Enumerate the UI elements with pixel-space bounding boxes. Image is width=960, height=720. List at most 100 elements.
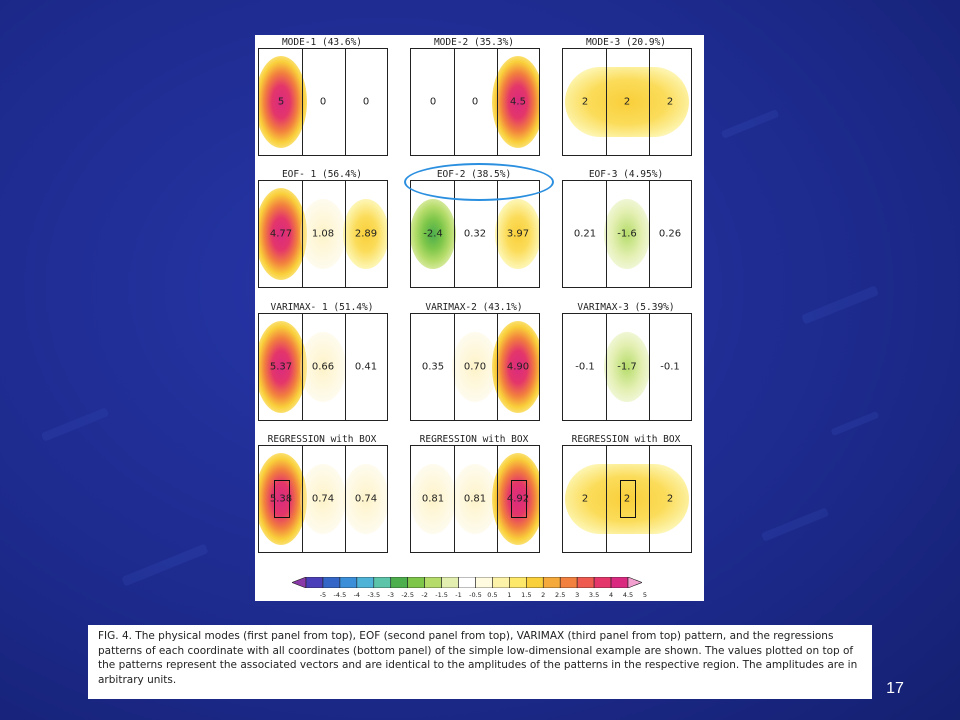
- region-divider: [345, 446, 346, 552]
- pattern-panel: 2 2 2: [562, 48, 692, 156]
- pattern-value: -1.6: [617, 228, 637, 240]
- colorbar-segment: [292, 577, 307, 588]
- pattern-value: 0.35: [421, 361, 445, 373]
- colorbar-tick-label: 2: [541, 591, 546, 599]
- colorbar-tick-label: 2.5: [555, 591, 566, 599]
- pattern-value: 2: [581, 96, 589, 108]
- panel-title: REGRESSION with BOX: [267, 434, 377, 445]
- amplitude-blob: [411, 464, 456, 534]
- amplitude-blob: [604, 199, 650, 269]
- region-divider: [497, 314, 498, 420]
- pattern-value: 0.74: [354, 493, 378, 505]
- background-streak: [40, 407, 110, 442]
- region-divider: [649, 49, 650, 155]
- background-streak: [830, 410, 880, 437]
- pattern-panel: 5.38 0.74 0.74: [258, 445, 388, 553]
- colorbar-segment: [593, 577, 612, 588]
- pattern-value: 5: [277, 96, 285, 108]
- amplitude-blob: [300, 464, 346, 534]
- colorbar: [292, 577, 642, 588]
- pattern-value: 0.32: [463, 228, 487, 240]
- pattern-panel: 5.37 0.66 0.41: [258, 313, 388, 421]
- colorbar-tick-label: 4: [608, 591, 614, 599]
- panel-title: EOF-3 (4.95%): [588, 169, 664, 180]
- pattern-value: 0.74: [311, 493, 335, 505]
- panel-title: REGRESSION with BOX: [419, 434, 529, 445]
- amplitude-blob: [492, 453, 539, 545]
- amplitude-blob: [495, 199, 539, 269]
- colorbar-segment: [492, 577, 510, 588]
- pattern-value: 0.66: [311, 361, 335, 373]
- colorbar-segment: [627, 577, 642, 588]
- background-streak: [720, 109, 780, 139]
- pattern-value: 2: [623, 493, 631, 505]
- colorbar-labels: -5 -4.5 -4 -3.5 -3 -2.5 -2 -1.5 -1 -0.5 0.5 1 1.5 2 2.…: [292, 591, 647, 601]
- colorbar-tick-label: -4.5: [333, 591, 347, 599]
- panel-title: MODE-1 (43.6%): [281, 37, 363, 48]
- colorbar-segment: [526, 577, 544, 588]
- pattern-value: 0.21: [573, 228, 597, 240]
- colorbar-segment: [458, 577, 476, 588]
- region-divider: [345, 181, 346, 287]
- region-divider: [497, 49, 498, 155]
- pattern-value: 3.97: [506, 228, 530, 240]
- pattern-value: 0.81: [421, 493, 445, 505]
- pattern-value: 0: [362, 96, 370, 108]
- region-divider: [606, 181, 607, 287]
- region-divider: [302, 181, 303, 287]
- region-divider: [649, 446, 650, 552]
- colorbar-segment: [407, 577, 425, 588]
- colorbar-segment: [576, 577, 595, 588]
- pattern-value: 4.90: [506, 361, 530, 373]
- amplitude-blob: [259, 188, 307, 280]
- region-divider: [649, 314, 650, 420]
- regression-box: [511, 480, 527, 518]
- region-divider: [302, 446, 303, 552]
- colorbar-tick-label: 5: [642, 591, 648, 599]
- region-divider: [454, 181, 455, 287]
- pattern-value: 0.70: [463, 361, 487, 373]
- colorbar-tick-label: -3: [387, 591, 394, 599]
- pattern-value: -0.1: [575, 361, 595, 373]
- region-divider: [606, 49, 607, 155]
- region-divider: [302, 314, 303, 420]
- background-streak: [760, 507, 830, 542]
- colorbar-segment: [542, 577, 561, 588]
- pattern-panel: 5 0 0: [258, 48, 388, 156]
- region-divider: [606, 446, 607, 552]
- pattern-value: 4.5: [510, 96, 526, 108]
- pattern-value: 2: [623, 96, 631, 108]
- colorbar-tick-label: -3.5: [367, 591, 381, 599]
- highlight-ellipse: [404, 163, 554, 201]
- colorbar-tick-label: -2.5: [401, 591, 415, 599]
- figure-caption: FIG. 4. The physical modes (first panel …: [88, 625, 872, 699]
- pattern-value: 2: [581, 493, 589, 505]
- colorbar-tick-label: -2: [421, 591, 428, 599]
- pattern-value: -1.7: [617, 361, 637, 373]
- regression-box: [620, 480, 636, 518]
- pattern-value: 4.92: [506, 493, 530, 505]
- colorbar-tick-label: 3: [575, 591, 580, 599]
- panel-title: VARIMAX-2 (43.1%): [425, 302, 523, 313]
- slide-number: 17: [886, 680, 904, 697]
- amplitude-blob: [411, 199, 456, 269]
- colorbar-segment: [373, 577, 392, 588]
- amplitude-blob: [300, 199, 346, 269]
- region-divider: [497, 446, 498, 552]
- panel-title: MODE-3 (20.9%): [585, 37, 667, 48]
- colorbar-segment: [356, 577, 375, 588]
- colorbar-tick-label: 1: [507, 591, 512, 599]
- amplitude-blob: [565, 67, 689, 137]
- pattern-value: 5.38: [269, 493, 293, 505]
- panel-title: EOF- 1 (56.4%): [281, 169, 363, 180]
- colorbar-segment: [559, 577, 578, 588]
- pattern-panel: 0 0 4.5: [410, 48, 540, 156]
- pattern-value: -0.1: [660, 361, 680, 373]
- colorbar-tick-label: -1.5: [435, 591, 448, 599]
- panel-title: VARIMAX- 1 (51.4%): [270, 302, 374, 313]
- region-divider: [454, 49, 455, 155]
- pattern-value: 1.08: [311, 228, 335, 240]
- colorbar-tick-label: 0.5: [487, 591, 498, 599]
- regression-box: [274, 480, 290, 518]
- pattern-value: 2.89: [354, 228, 378, 240]
